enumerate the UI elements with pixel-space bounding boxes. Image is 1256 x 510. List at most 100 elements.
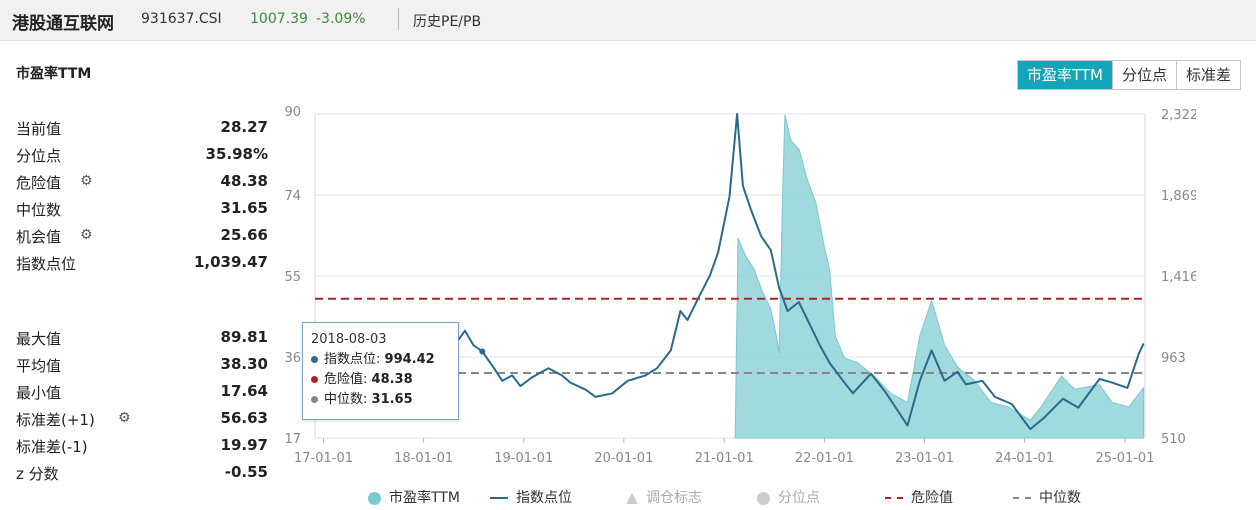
y-left-tick-label: 74 xyxy=(284,189,301,204)
x-tick-label: 22-01-01 xyxy=(795,451,854,466)
stat-value: -0.55 xyxy=(224,463,268,481)
stat-value: 35.98% xyxy=(205,145,268,163)
history-pe-pb-tab[interactable]: 历史PE/PB xyxy=(413,14,482,30)
stat-value: 1,039.47 xyxy=(193,253,268,271)
x-tick-label: 18-01-01 xyxy=(394,451,453,466)
y-left-tick-label: 36 xyxy=(284,351,301,366)
tooltip-row-index: 指数点位: 994.42 xyxy=(311,351,435,369)
stat-label: 机会值 xyxy=(16,228,62,246)
pe-ttm-button[interactable]: 市盈率TTM xyxy=(1017,61,1112,89)
tooltip-label: 危险值: xyxy=(324,372,368,387)
index-header: 港股通互联网 931637.CSI 1007.39 -3.09% 历史PE/PB xyxy=(0,0,1256,41)
stat-row: 机会值 ⚙ 25.66 xyxy=(16,226,268,250)
legend-label: 市盈率TTM xyxy=(389,490,460,506)
settings-gear-icon[interactable]: ⚙ xyxy=(80,173,93,189)
stat-row: 平均值 38.30 xyxy=(16,355,268,379)
tooltip-dot-icon xyxy=(311,376,318,383)
tooltip-date: 2018-08-03 xyxy=(311,332,387,347)
percentile-button[interactable]: 分位点 xyxy=(1111,61,1176,89)
tooltip-value: 31.65 xyxy=(371,392,413,407)
dashed-line-legend-icon xyxy=(1013,497,1031,499)
x-tick-label: 17-01-01 xyxy=(294,451,353,466)
legend-label: 指数点位 xyxy=(516,490,572,506)
x-tick-label: 21-01-01 xyxy=(695,451,754,466)
settings-gear-icon[interactable]: ⚙ xyxy=(80,227,93,243)
pe-ttm-area xyxy=(734,114,1145,439)
y-right-tick-label: 2,322 xyxy=(1161,108,1196,123)
y-left-tick-label: 55 xyxy=(284,270,301,285)
stat-label: 标准差(-1) xyxy=(16,438,88,456)
y-right-tick-label: 510 xyxy=(1161,432,1186,447)
stat-value: 28.27 xyxy=(220,118,268,136)
stat-value: 19.97 xyxy=(220,436,268,454)
stat-value: 48.38 xyxy=(220,172,268,190)
tooltip-row-danger: 危险值: 48.38 xyxy=(311,371,413,389)
stat-label: 当前值 xyxy=(16,120,62,138)
tooltip-dot-icon xyxy=(311,396,318,403)
stat-row: 标准差(+1) ⚙ 56.63 xyxy=(16,409,268,433)
index-name: 港股通互联网 xyxy=(12,14,114,34)
std-dev-button[interactable]: 标准差 xyxy=(1175,61,1240,89)
stat-row: 分位点 35.98% xyxy=(16,145,268,169)
y-right-tick-label: 1,416 xyxy=(1161,270,1196,285)
legend-label: 调仓标志 xyxy=(646,490,702,506)
x-tick-label: 25-01-01 xyxy=(1095,451,1154,466)
tooltip-marker xyxy=(479,348,486,355)
y-left-tick-label: 90 xyxy=(284,105,301,120)
stat-row: 当前值 28.27 xyxy=(16,118,268,142)
x-tick-label: 23-01-01 xyxy=(895,451,954,466)
stat-row: z 分数 -0.55 xyxy=(16,463,268,487)
tooltip-label: 指数点位: xyxy=(324,352,381,367)
stat-row: 危险值 ⚙ 48.38 xyxy=(16,172,268,196)
legend-percentile[interactable]: 分位点 xyxy=(757,487,820,507)
index-change: -3.09% xyxy=(316,11,366,27)
stat-label: z 分数 xyxy=(16,465,59,483)
stat-label: 最大值 xyxy=(16,330,62,348)
tooltip-value: 994.42 xyxy=(384,352,435,367)
legend-index-level[interactable]: 指数点位 xyxy=(490,487,572,507)
stat-row: 指数点位 1,039.47 xyxy=(16,253,268,277)
x-tick-label: 19-01-01 xyxy=(494,451,553,466)
chart-tooltip: 2018-08-03 指数点位: 994.42 危险值: 48.38 中位数: … xyxy=(302,322,459,420)
legend-label: 中位数 xyxy=(1039,490,1081,506)
legend-label: 分位点 xyxy=(778,490,820,506)
tooltip-row-median: 中位数: 31.65 xyxy=(311,391,413,409)
stat-value: 17.64 xyxy=(220,382,268,400)
index-level-line xyxy=(322,113,1145,431)
circle-legend-icon xyxy=(368,491,381,505)
tooltip-value: 48.38 xyxy=(371,372,413,387)
stat-row: 最大值 89.81 xyxy=(16,328,268,352)
stat-label: 指数点位 xyxy=(16,255,77,273)
triangle-legend-icon xyxy=(626,492,638,504)
circle-legend-icon xyxy=(757,491,770,505)
stat-value: 89.81 xyxy=(220,328,268,346)
stat-label: 中位数 xyxy=(16,201,62,219)
dashed-line-legend-icon xyxy=(885,497,903,499)
metric-selector: 市盈率TTM 分位点 标准差 xyxy=(1016,60,1241,90)
stat-value: 25.66 xyxy=(220,226,268,244)
stat-row: 最小值 17.64 xyxy=(16,382,268,406)
stat-row: 标准差(-1) 19.97 xyxy=(16,436,268,460)
line-legend-icon xyxy=(490,497,508,499)
index-price: 1007.39 xyxy=(250,11,308,27)
y-right-tick-label: 1,869 xyxy=(1161,189,1196,204)
stat-label: 分位点 xyxy=(16,147,62,165)
y-left-tick-label: 17 xyxy=(284,432,301,447)
stat-row: 中位数 31.65 xyxy=(16,199,268,223)
legend-pe-ttm[interactable]: 市盈率TTM xyxy=(368,487,460,507)
stat-label: 标准差(+1) xyxy=(16,411,95,429)
stat-value: 31.65 xyxy=(220,199,268,217)
index-code: 931637.CSI xyxy=(141,11,222,27)
header-divider xyxy=(398,8,399,30)
tooltip-dot-icon xyxy=(311,356,318,363)
stat-label: 危险值 xyxy=(16,174,62,192)
legend-rebalance-flag[interactable]: 调仓标志 xyxy=(626,487,702,507)
tooltip-label: 中位数: xyxy=(324,392,368,407)
legend-danger-value[interactable]: 危险值 xyxy=(885,487,953,507)
y-right-tick-label: 963 xyxy=(1161,351,1186,366)
stat-label: 最小值 xyxy=(16,384,62,402)
legend-label: 危险值 xyxy=(911,490,953,506)
panel-title: 市盈率TTM xyxy=(16,66,92,82)
settings-gear-icon[interactable]: ⚙ xyxy=(118,410,131,426)
legend-median[interactable]: 中位数 xyxy=(1013,487,1081,507)
